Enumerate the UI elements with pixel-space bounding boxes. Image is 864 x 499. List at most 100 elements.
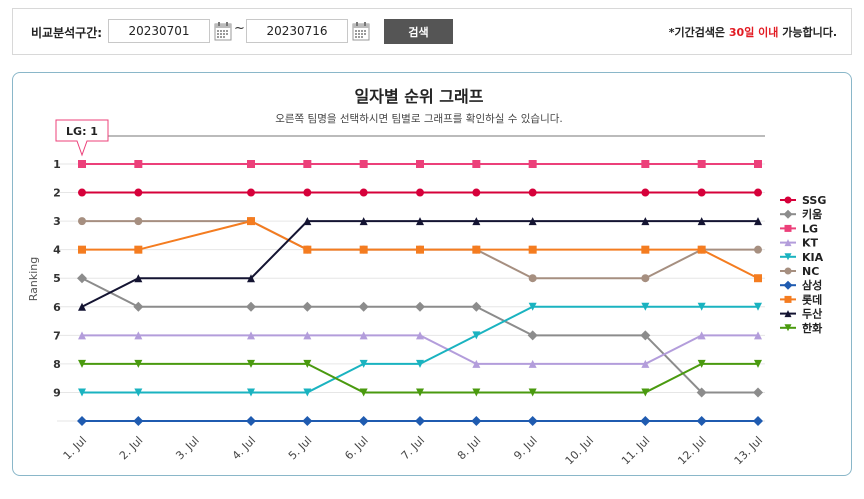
data-point-키움[interactable]: [77, 273, 87, 284]
data-point-삼성[interactable]: [358, 416, 369, 426]
data-point-ssg[interactable]: [528, 188, 537, 197]
data-point-롯데[interactable]: [247, 217, 255, 226]
data-point-ssg[interactable]: [247, 188, 255, 197]
data-point-키움[interactable]: [640, 330, 651, 341]
data-point-한화[interactable]: [697, 359, 706, 368]
data-point-키움[interactable]: [133, 301, 144, 312]
data-point-두산[interactable]: [303, 217, 312, 226]
data-point-삼성[interactable]: [77, 416, 87, 426]
data-point-한화[interactable]: [247, 359, 255, 368]
data-point-롯데[interactable]: [303, 245, 312, 254]
data-point-두산[interactable]: [641, 217, 650, 226]
data-point-롯데[interactable]: [754, 274, 762, 283]
data-point-kt[interactable]: [754, 331, 762, 340]
data-point-lg[interactable]: [303, 160, 312, 168]
data-point-nc[interactable]: [528, 274, 537, 283]
data-point-키움[interactable]: [696, 387, 707, 398]
data-point-롯데[interactable]: [359, 245, 368, 254]
data-point-롯데[interactable]: [697, 245, 706, 254]
data-point-lg[interactable]: [416, 160, 424, 168]
legend-marker-lg[interactable]: [784, 224, 792, 232]
legend-marker-ssg[interactable]: [784, 196, 792, 204]
data-point-삼성[interactable]: [753, 416, 763, 426]
data-point-lg[interactable]: [359, 160, 368, 168]
data-point-한화[interactable]: [134, 359, 143, 368]
data-point-ssg[interactable]: [641, 188, 650, 197]
legend-item-롯데[interactable]: 롯데: [802, 292, 822, 306]
data-point-한화[interactable]: [78, 359, 86, 368]
legend-item-kia[interactable]: KIA: [802, 251, 824, 264]
legend-marker-nc[interactable]: [784, 267, 792, 275]
data-point-kia[interactable]: [754, 302, 762, 311]
data-point-한화[interactable]: [472, 388, 481, 397]
data-point-lg[interactable]: [754, 160, 762, 168]
data-point-nc[interactable]: [134, 217, 143, 226]
data-point-롯데[interactable]: [641, 245, 650, 254]
data-point-kia[interactable]: [303, 388, 312, 397]
data-point-kt[interactable]: [472, 359, 481, 368]
data-point-lg[interactable]: [134, 160, 143, 168]
data-point-두산[interactable]: [134, 274, 143, 283]
data-point-삼성[interactable]: [640, 416, 651, 426]
legend-marker-kia[interactable]: [784, 253, 792, 261]
data-point-키움[interactable]: [471, 301, 482, 312]
data-point-삼성[interactable]: [696, 416, 707, 426]
legend-item-lg[interactable]: LG: [802, 222, 818, 235]
data-point-한화[interactable]: [416, 388, 424, 397]
data-point-두산[interactable]: [754, 217, 762, 226]
data-point-두산[interactable]: [697, 217, 706, 226]
data-point-한화[interactable]: [528, 388, 537, 397]
data-point-한화[interactable]: [303, 359, 312, 368]
legend-item-키움[interactable]: 키움: [802, 207, 822, 221]
data-point-한화[interactable]: [641, 388, 650, 397]
data-point-두산[interactable]: [359, 217, 368, 226]
data-point-kt[interactable]: [697, 331, 706, 340]
data-point-롯데[interactable]: [528, 245, 537, 254]
data-point-키움[interactable]: [302, 301, 313, 312]
data-point-한화[interactable]: [359, 388, 368, 397]
data-point-nc[interactable]: [641, 274, 650, 283]
data-point-kt[interactable]: [416, 331, 424, 340]
data-point-두산[interactable]: [528, 217, 537, 226]
data-point-키움[interactable]: [358, 301, 369, 312]
data-point-kt[interactable]: [359, 331, 368, 340]
data-point-키움[interactable]: [527, 330, 538, 341]
data-point-nc[interactable]: [754, 245, 762, 254]
legend-marker-kt[interactable]: [784, 239, 792, 247]
data-point-kia[interactable]: [416, 359, 424, 368]
data-point-롯데[interactable]: [416, 245, 424, 254]
data-point-lg[interactable]: [78, 160, 86, 168]
legend-marker-키움[interactable]: [783, 209, 793, 219]
data-point-ssg[interactable]: [697, 188, 706, 197]
legend-marker-한화[interactable]: [784, 324, 792, 332]
series-line-kia[interactable]: [82, 305, 758, 394]
data-point-kt[interactable]: [78, 331, 86, 340]
data-point-삼성[interactable]: [471, 416, 482, 426]
data-point-두산[interactable]: [416, 217, 424, 226]
legend-item-kt[interactable]: KT: [802, 237, 819, 250]
data-point-lg[interactable]: [528, 160, 537, 168]
data-point-롯데[interactable]: [78, 245, 86, 254]
data-point-kt[interactable]: [134, 331, 143, 340]
data-point-롯데[interactable]: [134, 245, 143, 254]
series-line-한화[interactable]: [82, 362, 758, 394]
data-point-키움[interactable]: [246, 301, 256, 312]
data-point-삼성[interactable]: [246, 416, 256, 426]
end-calendar-icon[interactable]: [352, 21, 370, 41]
data-point-한화[interactable]: [754, 359, 762, 368]
data-point-ssg[interactable]: [472, 188, 481, 197]
start-calendar-icon[interactable]: [214, 21, 232, 41]
legend-item-nc[interactable]: NC: [802, 265, 819, 278]
data-point-kia[interactable]: [247, 388, 255, 397]
legend-marker-삼성[interactable]: [783, 280, 793, 290]
legend-item-삼성[interactable]: 삼성: [802, 278, 822, 292]
data-point-kia[interactable]: [359, 359, 368, 368]
data-point-두산[interactable]: [472, 217, 481, 226]
data-point-삼성[interactable]: [527, 416, 538, 426]
data-point-삼성[interactable]: [302, 416, 313, 426]
data-point-ssg[interactable]: [303, 188, 312, 197]
legend-marker-두산[interactable]: [784, 310, 792, 318]
legend-item-한화[interactable]: 한화: [802, 321, 822, 335]
data-point-kt[interactable]: [303, 331, 312, 340]
data-point-kt[interactable]: [247, 331, 255, 340]
